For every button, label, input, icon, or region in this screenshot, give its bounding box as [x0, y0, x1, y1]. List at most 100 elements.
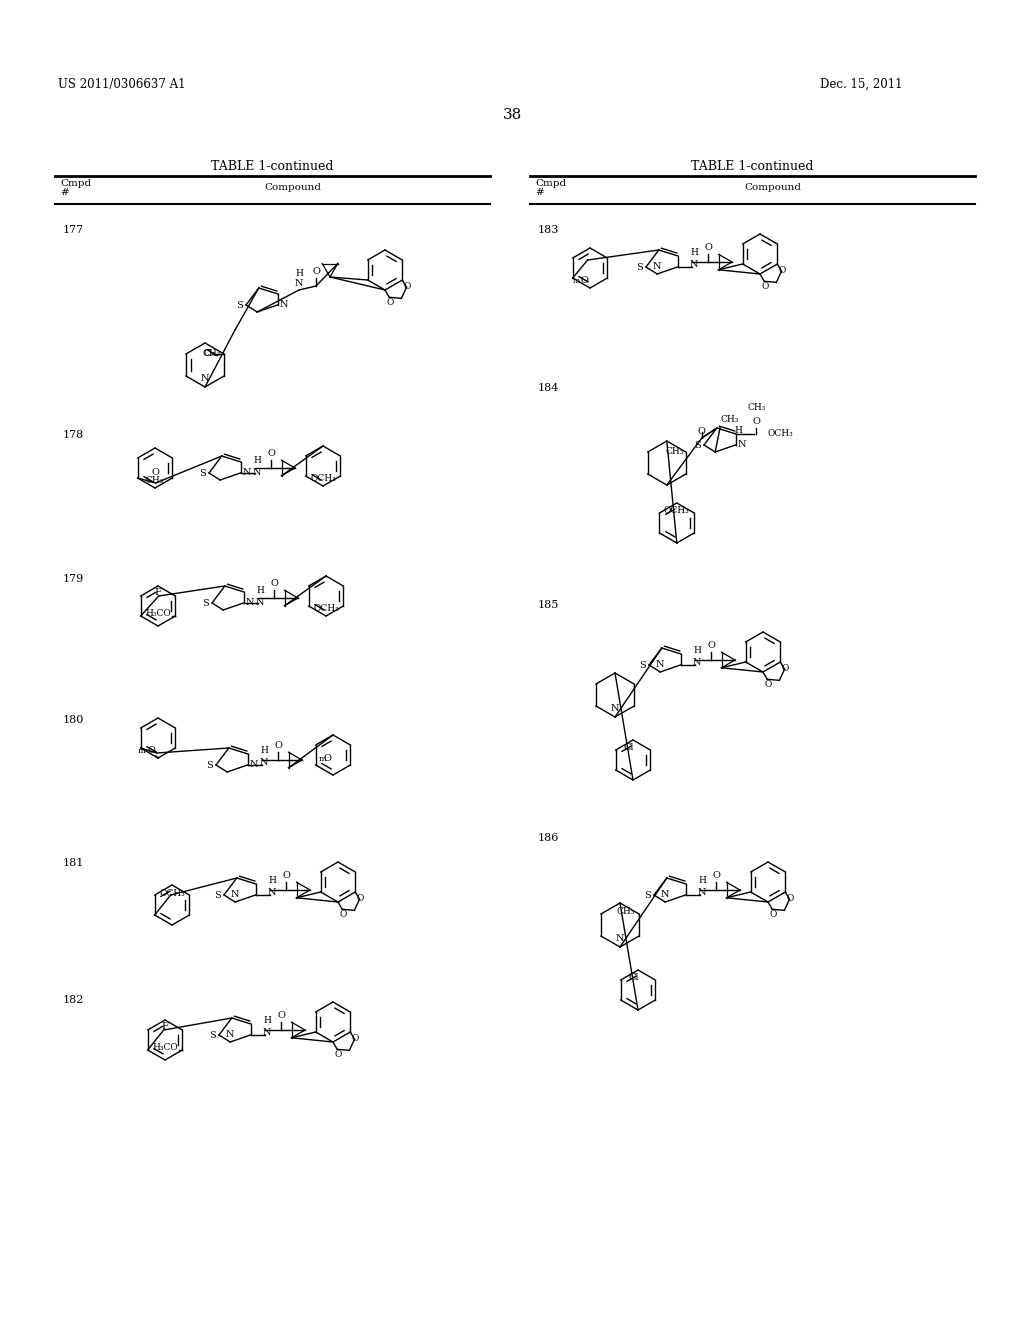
Text: O: O: [312, 267, 319, 276]
Text: #: #: [60, 187, 69, 197]
Text: O: O: [707, 642, 715, 649]
Text: N: N: [656, 660, 665, 669]
Text: N: N: [246, 598, 255, 607]
Text: N: N: [263, 1028, 271, 1038]
Text: O: O: [147, 746, 155, 755]
Text: H: H: [263, 1016, 271, 1024]
Text: S: S: [209, 1031, 216, 1040]
Text: O: O: [782, 664, 790, 672]
Text: N: N: [260, 758, 268, 767]
Text: H: H: [268, 875, 275, 884]
Text: O: O: [267, 449, 274, 458]
Text: S: S: [639, 660, 646, 669]
Text: N: N: [697, 888, 707, 898]
Text: N: N: [295, 280, 303, 289]
Text: H: H: [690, 248, 698, 257]
Text: N: N: [653, 261, 662, 271]
Text: 180: 180: [63, 715, 84, 725]
Text: N: N: [660, 890, 670, 899]
Text: O: O: [335, 1049, 342, 1059]
Text: O: O: [386, 297, 394, 306]
Text: 186: 186: [538, 833, 559, 843]
Text: N: N: [226, 1030, 234, 1039]
Text: H: H: [693, 645, 701, 655]
Text: OCH₃: OCH₃: [310, 474, 336, 483]
Text: N: N: [243, 469, 252, 478]
Text: O: O: [282, 871, 290, 880]
Text: 179: 179: [63, 574, 84, 583]
Text: O: O: [752, 417, 760, 426]
Text: 185: 185: [538, 601, 559, 610]
Text: Cl: Cl: [624, 743, 634, 752]
Text: N: N: [690, 260, 698, 269]
Text: S: S: [214, 891, 221, 899]
Text: O: O: [762, 281, 769, 290]
Text: N: N: [253, 469, 261, 478]
Text: N: N: [610, 704, 620, 713]
Text: O: O: [152, 469, 159, 477]
Text: 183: 183: [538, 224, 559, 235]
Text: O: O: [581, 276, 588, 285]
Text: F: F: [162, 1022, 168, 1031]
Text: m: m: [572, 277, 580, 285]
Text: N: N: [738, 441, 746, 449]
Text: O: O: [712, 871, 720, 880]
Text: Dec. 15, 2011: Dec. 15, 2011: [820, 78, 902, 91]
Text: O: O: [356, 894, 365, 903]
Text: N: N: [256, 598, 264, 607]
Text: US 2011/0306637 A1: US 2011/0306637 A1: [58, 78, 185, 91]
Text: F: F: [155, 587, 162, 597]
Text: CH₃: CH₃: [203, 350, 221, 359]
Text: H₃CO: H₃CO: [145, 610, 171, 619]
Text: N: N: [250, 760, 258, 770]
Text: N: N: [693, 659, 701, 668]
Text: O: O: [779, 265, 786, 275]
Text: Cmpd: Cmpd: [60, 180, 91, 187]
Text: 177: 177: [63, 224, 84, 235]
Text: S: S: [694, 441, 701, 450]
Text: O: O: [769, 909, 777, 919]
Text: O: O: [278, 1011, 285, 1020]
Text: S: S: [237, 301, 243, 309]
Text: O: O: [698, 426, 706, 436]
Text: O: O: [340, 909, 347, 919]
Text: N: N: [267, 888, 276, 898]
Text: CH₃: CH₃: [666, 447, 684, 457]
Text: CH₃: CH₃: [145, 477, 164, 484]
Text: 181: 181: [63, 858, 84, 869]
Text: H: H: [260, 746, 268, 755]
Text: O: O: [403, 281, 412, 290]
Text: H: H: [698, 875, 706, 884]
Text: #: #: [535, 187, 544, 197]
Text: Compound: Compound: [264, 183, 321, 191]
Text: N: N: [615, 935, 625, 942]
Text: Compound: Compound: [744, 183, 801, 191]
Text: N: N: [201, 374, 209, 383]
Text: 184: 184: [538, 383, 559, 393]
Text: O: O: [324, 754, 332, 763]
Text: O: O: [270, 579, 278, 587]
Text: Cmpd: Cmpd: [535, 180, 566, 187]
Text: S: S: [206, 760, 213, 770]
Text: 182: 182: [63, 995, 84, 1005]
Text: CH₃: CH₃: [720, 414, 738, 424]
Text: O: O: [274, 741, 282, 750]
Text: S: S: [636, 263, 643, 272]
Text: TABLE 1-continued: TABLE 1-continued: [691, 160, 814, 173]
Text: O: O: [352, 1034, 359, 1043]
Text: H: H: [253, 455, 261, 465]
Text: N: N: [280, 300, 289, 309]
Text: H: H: [295, 269, 303, 279]
Text: Cl: Cl: [629, 973, 639, 982]
Text: S: S: [644, 891, 651, 899]
Text: H: H: [734, 426, 742, 434]
Text: S: S: [203, 598, 209, 607]
Text: 178: 178: [63, 430, 84, 440]
Text: CH₃: CH₃: [748, 403, 766, 412]
Text: O: O: [786, 894, 795, 903]
Text: H₃CO: H₃CO: [153, 1044, 178, 1052]
Text: O: O: [203, 350, 211, 359]
Text: OCH₃: OCH₃: [664, 506, 690, 515]
Text: CH₃: CH₃: [616, 908, 635, 916]
Text: O: O: [765, 680, 772, 689]
